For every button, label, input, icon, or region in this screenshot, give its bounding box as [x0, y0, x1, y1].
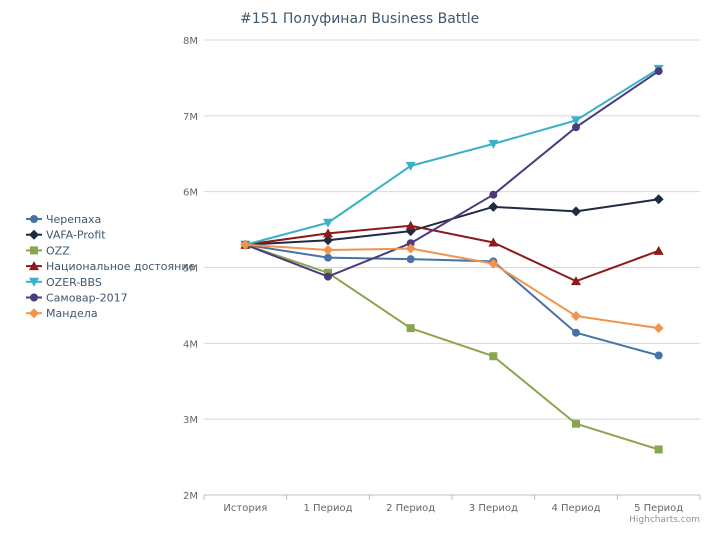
legend-label: OZER-BBS: [46, 276, 102, 289]
legend-item[interactable]: VAFA-Profit: [26, 229, 106, 242]
y-tick-label: 6M: [183, 188, 198, 199]
data-point[interactable]: [572, 329, 580, 337]
data-point[interactable]: [489, 352, 497, 360]
data-point[interactable]: [406, 162, 416, 171]
legend-item[interactable]: Мандела: [26, 307, 98, 320]
legend-label: Черепаха: [46, 213, 101, 226]
legend-item[interactable]: Черепаха: [26, 213, 101, 226]
y-tick-label: 3M: [183, 415, 198, 426]
x-tick-label: 3 Период: [469, 503, 518, 514]
data-point[interactable]: [324, 273, 332, 281]
series-line[interactable]: [245, 245, 658, 356]
data-point[interactable]: [323, 245, 333, 255]
series-line[interactable]: [245, 71, 658, 277]
legend-label: Национальное достояние: [46, 260, 195, 273]
x-tick-label: История: [223, 503, 267, 514]
series-1: [240, 194, 663, 250]
data-point[interactable]: [571, 206, 581, 216]
legend-label: VAFA-Profit: [46, 229, 106, 242]
legend-marker: [30, 246, 38, 254]
data-point[interactable]: [572, 420, 580, 428]
series-group: [240, 65, 663, 454]
data-point[interactable]: [407, 324, 415, 332]
data-point[interactable]: [654, 246, 664, 255]
legend-item[interactable]: OZZ: [26, 244, 70, 257]
data-point[interactable]: [571, 311, 581, 321]
data-point[interactable]: [655, 446, 663, 454]
series-4: [240, 65, 663, 250]
data-point[interactable]: [655, 67, 663, 75]
x-tick-label: 1 Период: [303, 503, 352, 514]
data-point[interactable]: [654, 194, 664, 204]
y-tick-label: 4M: [183, 339, 198, 350]
y-tick-label: 2M: [183, 491, 198, 502]
legend-marker: [30, 294, 38, 302]
legend-item[interactable]: Национальное достояние: [26, 260, 195, 273]
credits[interactable]: Highcharts.com: [629, 515, 700, 525]
data-point[interactable]: [488, 202, 498, 212]
data-point[interactable]: [407, 255, 415, 263]
data-point[interactable]: [655, 351, 663, 359]
legend-item[interactable]: Самовар-2017: [26, 292, 128, 305]
x-tick-label: 2 Период: [386, 503, 435, 514]
x-tick-label: 5 Период: [634, 503, 683, 514]
legend-label: OZZ: [46, 244, 70, 257]
legend-marker: [29, 308, 39, 318]
x-axis-ticks: История 1 Период 2 Период 3 Период 4 Период 5…: [204, 495, 700, 514]
legend-label: Самовар-2017: [46, 292, 128, 305]
data-point[interactable]: [654, 323, 664, 333]
line-chart: #151 Полуфинал Business Battle 2M3M4M5M6…: [0, 0, 720, 540]
series-line[interactable]: [245, 199, 658, 245]
legend-marker: [29, 230, 39, 240]
series-line[interactable]: [245, 245, 658, 328]
legend-label: Мандела: [46, 307, 98, 320]
y-tick-label: 8M: [183, 36, 198, 47]
grid-lines: [204, 40, 700, 495]
chart-title: #151 Полуфинал Business Battle: [240, 11, 479, 27]
legend-item[interactable]: OZER-BBS: [26, 276, 102, 289]
legend: Черепаха VAFA-Profit OZZ Национальное досто…: [26, 213, 195, 320]
x-tick-label: 4 Период: [551, 503, 600, 514]
legend-marker: [30, 215, 38, 223]
y-tick-label: 7M: [183, 112, 198, 123]
data-point[interactable]: [572, 123, 580, 131]
data-point[interactable]: [489, 191, 497, 199]
